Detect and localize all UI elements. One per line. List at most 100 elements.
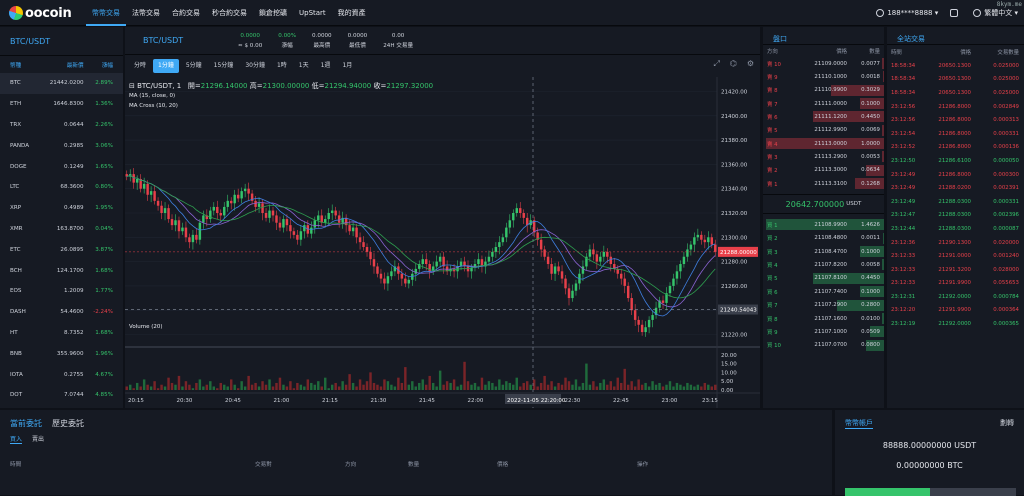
ma-cross-indicator-label[interactable]: MA Cross (10, 20) bbox=[129, 103, 178, 109]
volume-indicator-label[interactable]: Volume (20) bbox=[129, 324, 163, 330]
market-row[interactable]: PANDA 0.2985 3.06% bbox=[0, 135, 123, 156]
account-menu[interactable]: 188****8888 ▾ bbox=[876, 9, 938, 17]
nav-item-0[interactable]: 幣幣交易 bbox=[86, 0, 126, 26]
logo[interactable]: oocoin bbox=[9, 5, 72, 21]
bid-row[interactable]: 買 4 21107.8200 0.0058 bbox=[763, 258, 884, 271]
market-change: 1.77% bbox=[95, 288, 113, 295]
market-row[interactable]: TRX 0.0644 2.26% bbox=[0, 115, 123, 136]
market-symbol: DOGE bbox=[10, 163, 27, 170]
market-row[interactable]: BCH 124.1700 1.68% bbox=[0, 260, 123, 281]
ask-row[interactable]: 賣 8 21110.9900 0.3029 bbox=[763, 84, 884, 97]
trade-qty: 0.000050 bbox=[993, 157, 1019, 164]
language-select[interactable]: 繁體中文 ▾ bbox=[973, 8, 1018, 18]
buy-tab-button[interactable] bbox=[845, 488, 930, 496]
period-tab[interactable]: 15分鐘 bbox=[213, 62, 234, 69]
market-row[interactable]: LTC 68.3600 0.80% bbox=[0, 177, 123, 198]
fullscreen-icon[interactable]: ⤢ bbox=[713, 59, 720, 68]
ask-row[interactable]: 賣 3 21113.2900 0.0053 bbox=[763, 150, 884, 163]
market-row[interactable]: DOT 7.0744 4.85% bbox=[0, 385, 123, 406]
nav-item-2[interactable]: 合約交易 bbox=[172, 9, 200, 17]
settings-icon[interactable]: ⚙ bbox=[746, 59, 754, 68]
volume-bar bbox=[397, 377, 400, 390]
time-tick-label: 21:30 bbox=[371, 398, 387, 404]
period-tab[interactable]: 1分鐘 bbox=[153, 59, 179, 73]
ask-row[interactable]: 賣 5 21112.9900 0.0069 bbox=[763, 124, 884, 137]
bid-row[interactable]: 買 8 21107.1600 0.0100 bbox=[763, 312, 884, 325]
market-row[interactable]: IOTA 0.2755 4.67% bbox=[0, 364, 123, 385]
nav-item-4[interactable]: 鎖倉挖礦 bbox=[259, 9, 287, 17]
sell-tab-button[interactable] bbox=[930, 488, 1016, 496]
candle bbox=[216, 206, 219, 213]
volume-bar bbox=[696, 384, 700, 390]
tab-order-history[interactable]: 歷史委託 bbox=[52, 419, 84, 428]
ask-row[interactable]: 賣 1 21113.3100 0.1268 bbox=[763, 177, 884, 190]
nav-item-6[interactable]: 我的資產 bbox=[337, 9, 366, 17]
nav-item-5[interactable]: UpStart bbox=[299, 9, 326, 17]
market-row[interactable]: BNB 355.9600 1.96% bbox=[0, 343, 123, 364]
trade-row: 23:12:31 21292.0000 0.000784 bbox=[887, 290, 1024, 304]
market-row[interactable]: ETH 1646.8300 1.36% bbox=[0, 94, 123, 115]
filter-buy[interactable]: 買入 bbox=[10, 436, 23, 444]
tab-current-orders[interactable]: 當前委託 bbox=[10, 419, 42, 428]
market-row[interactable]: XRP 0.4989 1.95% bbox=[0, 198, 123, 219]
bid-row[interactable]: 買 10 21107.0700 0.0800 bbox=[763, 339, 884, 352]
depth-bar bbox=[881, 58, 884, 69]
volume-bar bbox=[334, 382, 337, 390]
bid-row[interactable]: 買 3 21108.4700 0.1000 bbox=[763, 245, 884, 258]
market-row[interactable]: EOS 1.2009 1.77% bbox=[0, 281, 123, 302]
depth-bar bbox=[766, 219, 884, 231]
nav-item-1[interactable]: 法幣交易 bbox=[132, 9, 160, 17]
candle bbox=[407, 279, 411, 284]
period-tab[interactable]: 30分鐘 bbox=[245, 62, 265, 69]
candle bbox=[414, 268, 417, 274]
ask-row[interactable]: 賣 6 21111.1200 0.4450 bbox=[763, 110, 884, 123]
candle bbox=[682, 256, 686, 265]
market-row[interactable]: HT 8.7352 1.68% bbox=[0, 323, 123, 344]
period-tab[interactable]: 5分鐘 bbox=[185, 62, 202, 69]
market-row[interactable]: XMR 163.8700 0.04% bbox=[0, 219, 123, 240]
period-tab[interactable]: 1天 bbox=[298, 62, 309, 69]
order-side: 買 9 bbox=[767, 329, 778, 336]
volume-bar bbox=[355, 386, 358, 390]
ask-row[interactable]: 賣 2 21113.3000 0.0634 bbox=[763, 164, 884, 177]
nav-item-3[interactable]: 秒合約交易 bbox=[212, 9, 247, 17]
volume-bar bbox=[160, 384, 163, 390]
ask-row[interactable]: 賣 9 21110.1000 0.0018 bbox=[763, 70, 884, 83]
transfer-button[interactable]: 劃轉 bbox=[1000, 419, 1014, 427]
ask-row[interactable]: 賣 10 21109.0000 0.0077 bbox=[763, 57, 884, 70]
period-tab[interactable]: 1週 bbox=[320, 62, 331, 69]
period-tab[interactable]: 分時 bbox=[134, 62, 147, 69]
bid-row[interactable]: 買 2 21108.4800 0.0011 bbox=[763, 232, 884, 245]
order-price: 21107.1000 bbox=[814, 328, 847, 335]
download-app-button[interactable] bbox=[950, 9, 961, 17]
period-tab[interactable]: 1月 bbox=[342, 62, 353, 69]
order-side: 賣 2 bbox=[767, 168, 778, 175]
filter-sell[interactable]: 賣出 bbox=[32, 436, 45, 443]
ask-row[interactable]: 賣 7 21111.0000 0.1000 bbox=[763, 97, 884, 110]
market-row[interactable]: BTC 21442.0200 2.89% bbox=[0, 73, 123, 94]
time-tick-label: 20:30 bbox=[177, 398, 193, 404]
market-row[interactable]: DOGE 0.1249 1.65% bbox=[0, 156, 123, 177]
bid-row[interactable]: 買 1 21108.9900 1.4626 bbox=[763, 218, 884, 231]
indicators-icon[interactable]: ⌬ bbox=[729, 59, 737, 68]
candle bbox=[139, 178, 142, 189]
bid-row[interactable]: 買 6 21107.7400 0.1000 bbox=[763, 285, 884, 298]
bid-row[interactable]: 買 5 21107.8100 0.4450 bbox=[763, 272, 884, 285]
volume-bar bbox=[163, 386, 167, 390]
volume-bar bbox=[567, 381, 571, 390]
market-row[interactable]: DASH 54.4600 -2.24% bbox=[0, 302, 123, 323]
tab-spot-account[interactable]: 幣幣帳戶 bbox=[845, 419, 873, 429]
ask-row[interactable]: 賣 4 21113.0000 1.0000 bbox=[763, 137, 884, 150]
bid-row[interactable]: 買 7 21107.2900 0.2800 bbox=[763, 299, 884, 312]
volume-bar bbox=[404, 367, 407, 390]
bid-row[interactable]: 買 9 21107.1000 0.0509 bbox=[763, 325, 884, 338]
candlestick-chart[interactable]: 21420.00 21400.00 21380.00 21360.00 21340.00… bbox=[125, 77, 760, 408]
market-row[interactable]: ETC 26.0895 3.87% bbox=[0, 239, 123, 260]
volume-bar bbox=[560, 384, 564, 390]
price-tick-label: 21420.00 bbox=[721, 90, 748, 96]
volume-bar bbox=[463, 361, 466, 390]
volume-bar bbox=[142, 379, 146, 390]
collapse-icon[interactable]: ⊟ bbox=[129, 82, 135, 90]
period-tab[interactable]: 1時 bbox=[276, 62, 287, 69]
ma-indicator-label[interactable]: MA (15, close, 0) bbox=[129, 93, 176, 99]
